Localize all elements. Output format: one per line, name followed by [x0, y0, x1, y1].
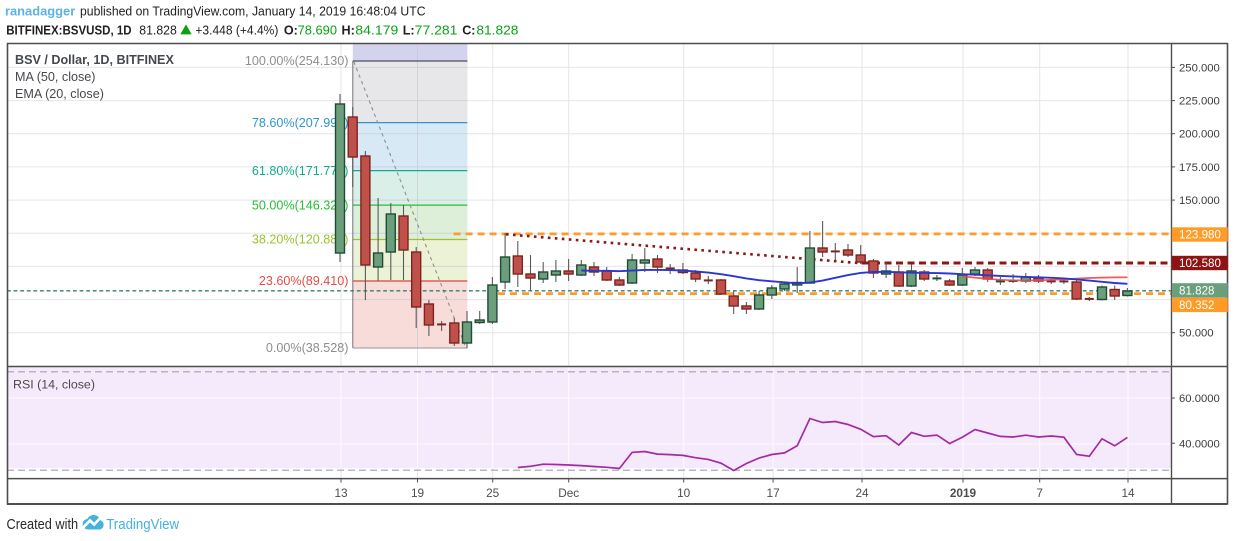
svg-text:78.60%(207.993): 78.60%(207.993)	[252, 116, 349, 130]
svg-text:102.580: 102.580	[1179, 257, 1221, 270]
svg-text:175.000: 175.000	[1179, 162, 1220, 174]
svg-text:80.352: 80.352	[1179, 299, 1214, 312]
svg-text:100.00%(254.130): 100.00%(254.130)	[245, 54, 349, 68]
svg-text:50.00%(146.329): 50.00%(146.329)	[252, 198, 349, 212]
svg-text:25: 25	[486, 486, 500, 500]
svg-text:MA (50, close): MA (50, close)	[15, 70, 96, 84]
svg-text:200.000: 200.000	[1179, 129, 1220, 141]
svg-text:24: 24	[855, 486, 869, 500]
svg-text:Created with: Created with	[7, 516, 79, 533]
svg-text:BSV / Dollar, 1D, BITFINEX: BSV / Dollar, 1D, BITFINEX	[15, 53, 174, 67]
svg-text:Dec: Dec	[558, 486, 579, 500]
svg-text:2019: 2019	[950, 486, 977, 500]
svg-text:0.00%(38.528): 0.00%(38.528)	[266, 341, 349, 355]
svg-text:23.60%(89.410): 23.60%(89.410)	[259, 274, 349, 288]
svg-text:7: 7	[1036, 486, 1043, 500]
svg-text:225.000: 225.000	[1179, 96, 1220, 108]
svg-text:19: 19	[411, 486, 424, 500]
svg-text:123.980: 123.980	[1179, 229, 1221, 242]
svg-text:40.0000: 40.0000	[1179, 439, 1220, 451]
svg-text:50.000: 50.000	[1179, 328, 1214, 340]
svg-text:61.80%(171.772): 61.80%(171.772)	[252, 164, 349, 178]
svg-text:250.000: 250.000	[1179, 62, 1220, 74]
svg-text:38.20%(120.886): 38.20%(120.886)	[252, 233, 349, 247]
svg-text:14: 14	[1121, 486, 1135, 500]
svg-text:RSI (14, close): RSI (14, close)	[13, 378, 95, 392]
svg-text:81.828: 81.828	[1179, 285, 1214, 298]
svg-text:TradingView: TradingView	[106, 516, 179, 533]
svg-text:17: 17	[767, 486, 780, 500]
svg-text:150.000: 150.000	[1179, 195, 1220, 207]
svg-text:10: 10	[677, 486, 691, 500]
svg-text:60.0000: 60.0000	[1179, 393, 1220, 405]
svg-text:13: 13	[334, 486, 348, 500]
svg-text:EMA (20, close): EMA (20, close)	[15, 87, 104, 101]
